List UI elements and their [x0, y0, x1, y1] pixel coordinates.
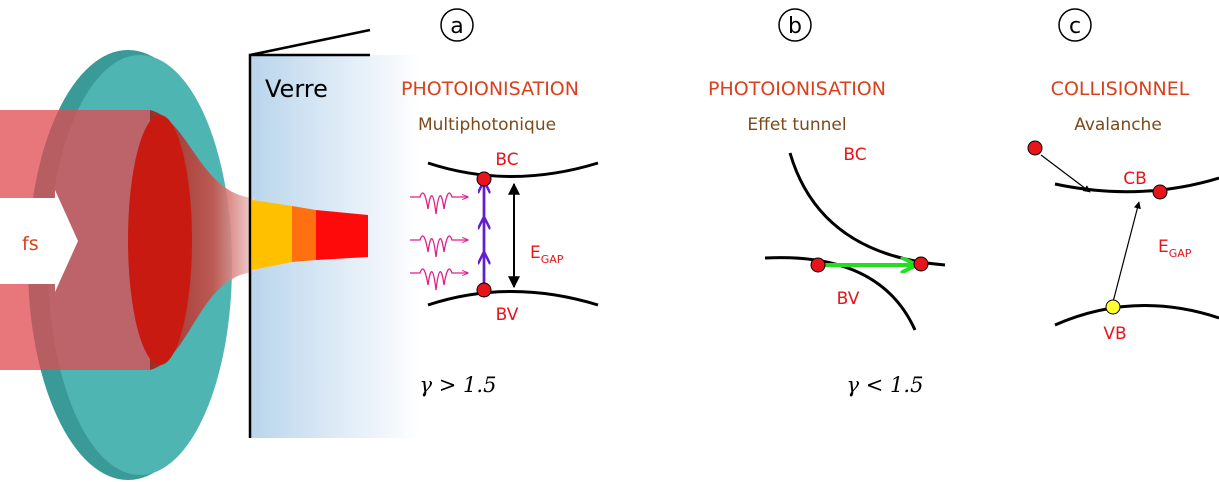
panel-tag: b: [788, 14, 802, 39]
panel-b: b PHOTOIONISATION Effet tunnel BC BV γ <…: [708, 8, 946, 397]
panel-subtitle: Multiphotonique: [418, 115, 556, 135]
panel-c: c COLLISIONNEL Avalanche CB EGAP VB: [1027, 8, 1219, 344]
condition: γ > 1.5: [420, 373, 497, 397]
tag-circle: [440, 8, 474, 42]
tag-circle: [778, 8, 812, 42]
electron: [810, 257, 826, 273]
panel-subtitle: Effet tunnel: [747, 115, 846, 135]
upper-band-label: BC: [843, 145, 866, 165]
damage-2: [292, 206, 316, 262]
gap-label: EGAP: [1158, 237, 1192, 260]
panel-subtitle: Avalanche: [1074, 115, 1162, 135]
impact-arrow: [1040, 154, 1091, 193]
photon: [410, 235, 468, 258]
gap-sub: GAP: [1169, 247, 1192, 260]
glass-outline: [248, 28, 371, 438]
upper-band-label: CB: [1123, 169, 1147, 189]
upper-band: [427, 161, 599, 178]
panel-a: a PHOTOIONISATION Multiphotonique BC BV …: [401, 8, 599, 397]
damage-1: [252, 200, 292, 270]
lower-band-label: BV: [496, 305, 519, 325]
lens-scene: fs Verre: [0, 28, 420, 480]
electron: [476, 171, 492, 187]
lower-band: [427, 290, 599, 307]
photons: [410, 192, 468, 291]
upper-band: [1054, 176, 1219, 194]
electron: [1152, 184, 1168, 200]
panel-tag: c: [1069, 14, 1081, 39]
photon: [410, 192, 468, 215]
lower-band-label: VB: [1103, 324, 1126, 344]
upper-band-label: BC: [495, 150, 518, 170]
excitation-arrow: [1112, 201, 1141, 303]
electron: [476, 282, 492, 298]
beam-arrow: [0, 190, 78, 292]
lower-band-label: BV: [837, 289, 860, 309]
glass-label: Verre: [265, 75, 328, 103]
gap-label: EGAP: [530, 243, 564, 266]
condition: γ < 1.5: [847, 373, 924, 397]
panel-title: PHOTOIONISATION: [708, 78, 886, 100]
electron: [913, 256, 929, 272]
beam-label: fs: [22, 233, 39, 255]
hole: [1105, 299, 1121, 315]
damage-3: [316, 210, 368, 260]
gap-main: E: [530, 243, 541, 263]
panel-title: COLLISIONNEL: [1051, 78, 1190, 100]
lower-band: [764, 256, 917, 331]
lower-band: [1054, 304, 1219, 327]
electron: [1027, 140, 1043, 156]
panel-tag: a: [450, 14, 463, 39]
gap-sub: GAP: [541, 253, 564, 266]
photon: [410, 268, 468, 291]
upper-band: [788, 152, 946, 267]
gap-main: E: [1158, 237, 1169, 257]
beam-focus: [128, 115, 192, 365]
tag-circle: [1058, 8, 1092, 42]
panel-title: PHOTOIONISATION: [401, 78, 579, 100]
